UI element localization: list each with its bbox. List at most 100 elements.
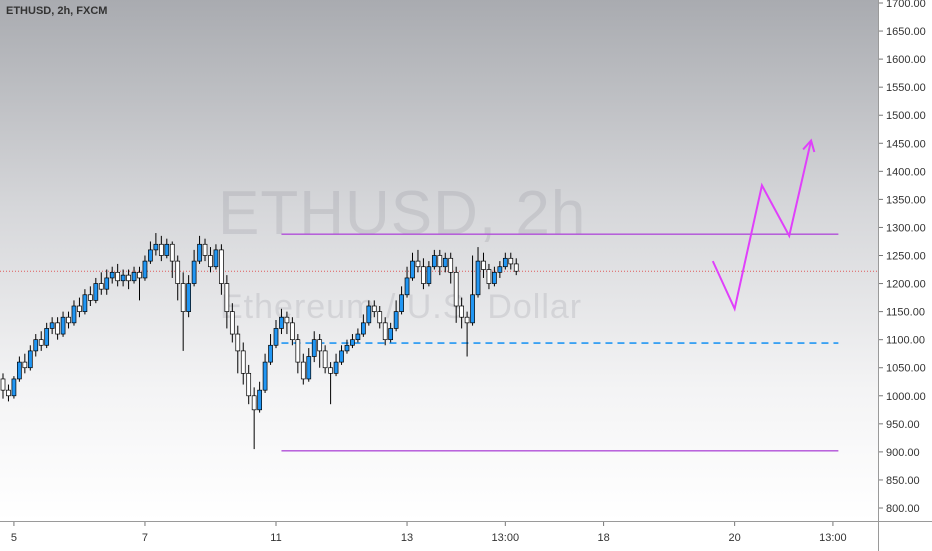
time-axis[interactable]: 5 7 11 13 13:00 18 20 13:00 [0, 521, 878, 551]
candle-down [284, 316, 290, 324]
candle-down [137, 271, 142, 279]
candle-up [492, 271, 497, 284]
candle-down [202, 243, 208, 256]
y-tick-label: 1500.00 [886, 110, 926, 122]
candle-up [131, 271, 137, 282]
candle-up [49, 322, 55, 329]
x-tick-label: 13 [401, 532, 413, 544]
y-tick-label: 1700.00 [886, 0, 926, 10]
candle-down [77, 305, 82, 312]
candle-up [197, 243, 202, 262]
candle-down [6, 389, 11, 397]
candle-down [459, 305, 464, 318]
candle-up [104, 277, 110, 290]
candle-down [0, 378, 6, 391]
x-tick-label: 20 [729, 532, 741, 544]
candle-up [82, 294, 88, 312]
candle-down [55, 322, 60, 335]
y-tick-label: 1600.00 [886, 54, 926, 66]
candle-down [486, 269, 492, 284]
projection-path [711, 140, 813, 312]
candle-up [60, 316, 66, 335]
candle-down [169, 243, 175, 262]
price-axis-svg: 800.00 850.00 900.00 950.00 1000.00 1050.00 11… [879, 0, 926, 515]
candle-down [98, 283, 104, 290]
price-axis[interactable]: 800.00 850.00 900.00 950.00 1000.00 1050.00 11… [878, 0, 932, 550]
y-tick-label: 1200.00 [886, 279, 926, 291]
candle-up [186, 283, 191, 312]
candle-up [311, 339, 317, 357]
x-tick-label: 18 [597, 532, 609, 544]
candle-up [17, 361, 22, 380]
candle-down [224, 283, 230, 312]
y-tick-label: 1300.00 [886, 222, 926, 234]
candle-up [355, 333, 361, 341]
y-tick-label: 1350.00 [886, 194, 926, 206]
x-tick-label: 13:00 [819, 532, 847, 544]
y-tick-label: 1050.00 [886, 363, 926, 375]
candle-down [322, 350, 328, 369]
candle-up [475, 260, 481, 296]
candle-down [158, 243, 164, 256]
candle-up [431, 255, 437, 268]
candle-up [71, 305, 77, 324]
candle-down [175, 260, 181, 284]
candle-up [361, 322, 366, 335]
candle-down [38, 339, 44, 346]
candle-up [44, 328, 50, 346]
candle-down [421, 266, 426, 284]
candle-down [295, 339, 301, 363]
candle-up [442, 257, 448, 268]
candle-up [27, 350, 33, 369]
x-tick-label: 11 [270, 532, 281, 544]
candle-down [115, 271, 121, 282]
y-tick-label: 1550.00 [886, 82, 926, 94]
candle-down [382, 322, 388, 341]
projection-arrowhead [802, 138, 816, 153]
candle-up [497, 266, 503, 273]
axis-corner [878, 521, 932, 551]
candle-down [219, 249, 224, 284]
candle-up [350, 339, 355, 346]
candle-up [191, 260, 197, 284]
candle-down [437, 255, 443, 268]
candle-down [229, 311, 235, 335]
chart-area[interactable]: ETHUSD, 2h Ethereum / U.S. Dollar ETHUSD… [0, 0, 878, 521]
y-tick-label: 1100.00 [886, 335, 925, 347]
y-tick-label: 1250.00 [886, 251, 926, 263]
candle-down [240, 350, 246, 374]
y-tick-label: 1650.00 [886, 26, 926, 38]
y-tick-label: 800.00 [886, 503, 920, 515]
candle-up [339, 350, 344, 363]
candle-down [235, 333, 241, 352]
candle-up [279, 316, 284, 329]
candle-down [66, 316, 71, 324]
candle-up [33, 339, 39, 352]
y-tick-label: 950.00 [886, 419, 920, 431]
candle-up [93, 283, 99, 301]
x-tick-label: 13:00 [492, 532, 520, 544]
candle-up [393, 311, 399, 329]
candle-up [404, 277, 410, 296]
candle-down [415, 260, 421, 268]
candle-up [148, 249, 153, 262]
candle-up [262, 361, 268, 391]
candle-down [251, 395, 257, 411]
candle-up [426, 266, 432, 284]
candle-up [109, 271, 115, 279]
y-tick-label: 1400.00 [886, 166, 926, 178]
candle-down [371, 305, 377, 312]
symbol-label: ETHUSD, 2h, FXCM [6, 5, 108, 17]
candle-up [344, 344, 350, 352]
candle-up [142, 260, 148, 279]
candle-up [399, 294, 404, 312]
candle-up [388, 328, 394, 341]
candle-down [180, 283, 186, 312]
y-tick-label: 1450.00 [886, 138, 926, 150]
candle-down [300, 361, 306, 380]
candle-down [448, 257, 454, 273]
candle-up [164, 243, 170, 256]
y-tick-label: 850.00 [886, 475, 920, 487]
candle-down [88, 294, 93, 301]
candle-up [333, 361, 339, 374]
